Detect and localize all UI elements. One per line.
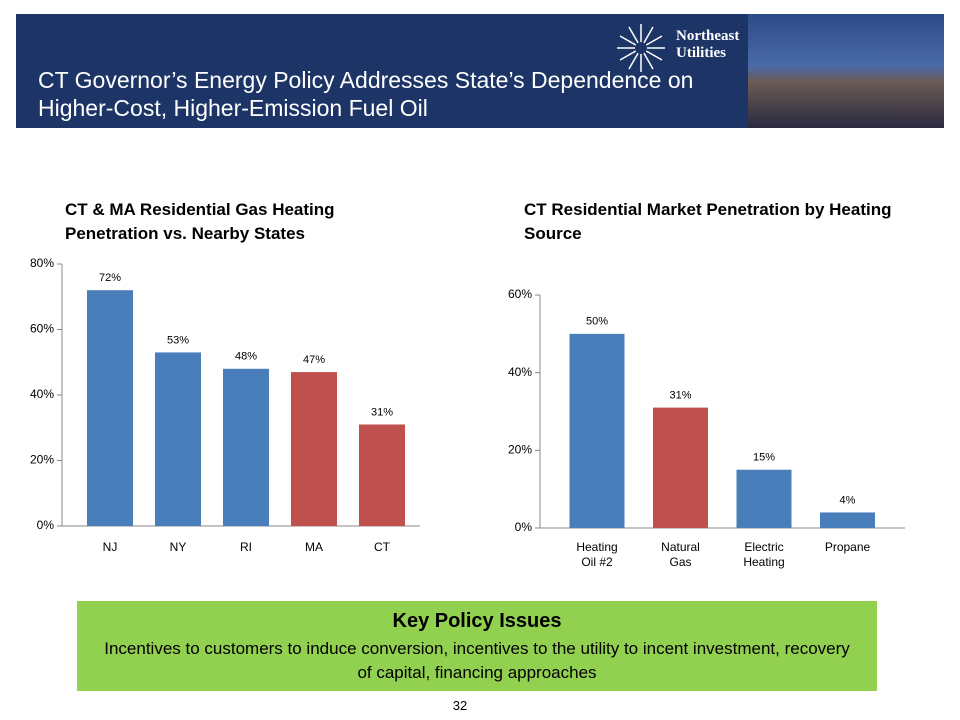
x-tick-label: RI bbox=[240, 540, 252, 554]
y-tick-label: 60% bbox=[508, 287, 532, 301]
bar bbox=[87, 290, 133, 526]
value-label: 31% bbox=[371, 406, 393, 418]
value-label: 48% bbox=[235, 351, 257, 363]
bar bbox=[359, 424, 405, 526]
x-tick-label: MA bbox=[305, 540, 323, 554]
y-tick-label: 80% bbox=[30, 256, 54, 270]
x-tick-label: CT bbox=[374, 540, 391, 554]
bar bbox=[223, 368, 269, 526]
y-tick-label: 0% bbox=[515, 520, 533, 534]
policy-title: Key Policy Issues bbox=[392, 610, 562, 632]
value-label: 50% bbox=[586, 316, 608, 328]
y-tick-label: 0% bbox=[37, 518, 55, 532]
bar bbox=[155, 352, 201, 526]
y-tick-label: 60% bbox=[30, 322, 54, 336]
logo-mark bbox=[617, 24, 665, 72]
value-label: 4% bbox=[840, 494, 856, 506]
value-label: 72% bbox=[99, 272, 121, 284]
slide-title: CT Governor’s Energy Policy Addresses St… bbox=[38, 67, 694, 121]
bar bbox=[736, 469, 792, 528]
y-tick-label: 20% bbox=[30, 453, 54, 467]
policy-text: Incentives to customers to induce conver… bbox=[104, 639, 850, 682]
value-label: 47% bbox=[303, 354, 325, 366]
bar bbox=[820, 512, 875, 528]
y-tick-label: 20% bbox=[508, 443, 532, 457]
chart-title: CT & MA Residential Gas Heating Penetrat… bbox=[65, 200, 335, 243]
y-tick-label: 40% bbox=[30, 387, 54, 401]
x-tick-label: Electric Heating bbox=[743, 540, 784, 569]
value-label: 31% bbox=[669, 390, 691, 402]
logo-text: Northeast Utilities bbox=[676, 28, 740, 61]
value-label: 15% bbox=[753, 452, 775, 464]
x-tick-label: NJ bbox=[103, 540, 118, 554]
x-tick-label: Propane bbox=[825, 540, 871, 554]
bar bbox=[291, 372, 337, 526]
x-tick-label: NY bbox=[170, 540, 187, 554]
x-tick-label: Heating Oil #2 bbox=[576, 540, 617, 569]
chart-title: CT Residential Market Penetration by Hea… bbox=[524, 200, 892, 243]
value-label: 53% bbox=[167, 334, 189, 346]
city-photo bbox=[748, 14, 944, 128]
page-number: 32 bbox=[452, 698, 468, 713]
y-tick-label: 40% bbox=[508, 365, 532, 379]
bar bbox=[653, 407, 708, 528]
x-tick-label: Natural Gas bbox=[661, 540, 700, 569]
policy-box: Key Policy Issues Incentives to customer… bbox=[77, 601, 877, 691]
bar bbox=[569, 333, 625, 528]
